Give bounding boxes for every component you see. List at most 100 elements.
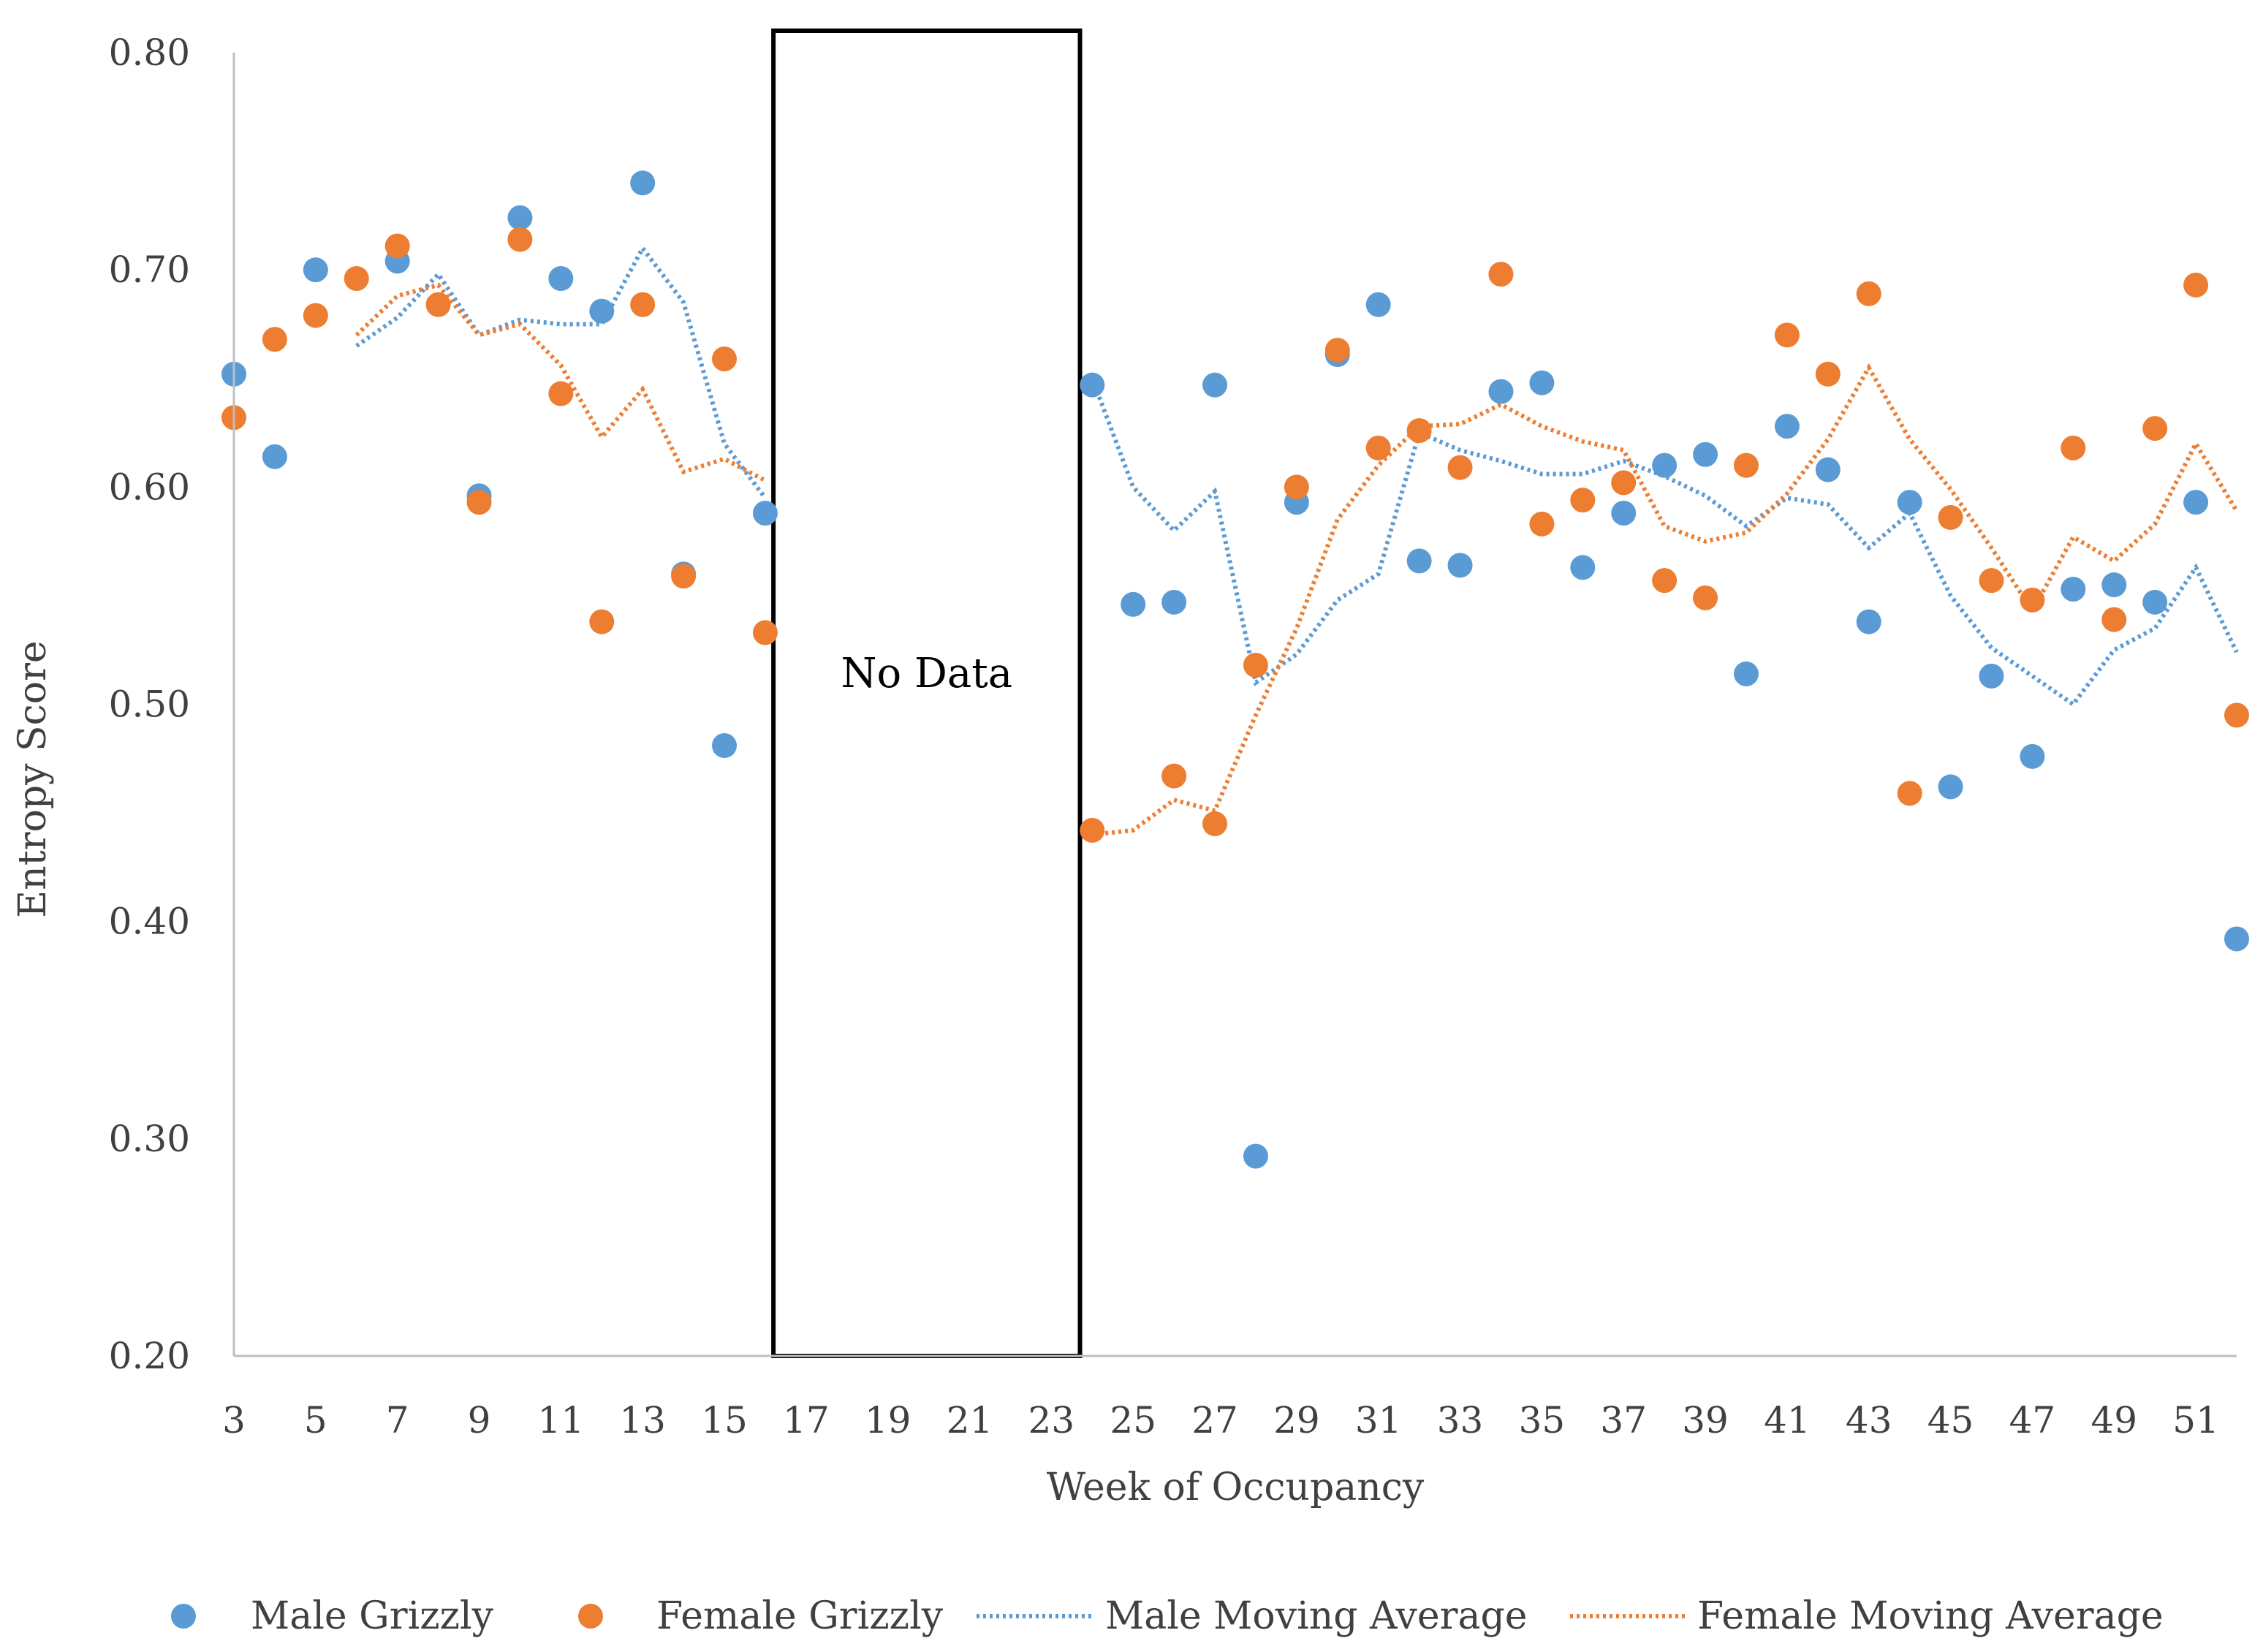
x-tick-label: 11 bbox=[538, 1399, 585, 1441]
x-tick-label: 17 bbox=[783, 1399, 830, 1441]
male-grizzly-point bbox=[2101, 572, 2127, 598]
female-grizzly-point bbox=[1611, 470, 1637, 496]
x-tick-label: 51 bbox=[2172, 1399, 2219, 1441]
legend-female-grizzly-label: Female Grizzly bbox=[656, 1594, 944, 1638]
female-grizzly-point bbox=[344, 266, 369, 292]
male-grizzly-point bbox=[1080, 372, 1105, 398]
male-grizzly-point bbox=[1693, 442, 1718, 467]
x-tick-label: 5 bbox=[304, 1399, 327, 1441]
female-grizzly-point bbox=[548, 381, 574, 406]
female-grizzly-point bbox=[1447, 455, 1473, 480]
female-grizzly-point bbox=[2020, 587, 2045, 613]
x-tick-label: 29 bbox=[1273, 1399, 1320, 1441]
female-grizzly-point bbox=[1693, 585, 1718, 610]
male-grizzly-point bbox=[548, 266, 574, 292]
female-grizzly-point bbox=[1815, 361, 1841, 387]
male-grizzly-point bbox=[1365, 292, 1391, 317]
female-grizzly-point bbox=[1774, 322, 1800, 348]
male-grizzly-point bbox=[1979, 663, 2004, 689]
x-axis-title: Week of Occupancy bbox=[1047, 1466, 1425, 1509]
male-grizzly-point bbox=[2061, 577, 2086, 602]
female-grizzly-point bbox=[1243, 653, 1268, 678]
x-tick-label: 49 bbox=[2090, 1399, 2137, 1441]
y-tick-label: 0.80 bbox=[109, 31, 190, 74]
female-grizzly-point bbox=[507, 227, 533, 252]
x-tick-label: 19 bbox=[865, 1399, 911, 1441]
y-tick-label: 0.40 bbox=[109, 901, 190, 943]
x-tick-label: 39 bbox=[1682, 1399, 1729, 1441]
female-moving-average-line bbox=[355, 282, 767, 483]
y-tick-label: 0.20 bbox=[109, 1335, 190, 1377]
legend-male-moving-average-label: Male Moving Average bbox=[1105, 1594, 1528, 1638]
moving-average-lines bbox=[355, 243, 2239, 837]
male-grizzly-point bbox=[262, 444, 287, 469]
no-data-region: No Data bbox=[771, 29, 1083, 1358]
legend-female-grizzly-marker bbox=[578, 1604, 603, 1629]
female-grizzly-point bbox=[1284, 474, 1309, 500]
female-grizzly-point bbox=[752, 620, 778, 645]
male-grizzly-point bbox=[2183, 490, 2209, 515]
legend-male-grizzly-label: Male Grizzly bbox=[251, 1594, 494, 1638]
female-grizzly-point bbox=[1733, 452, 1759, 478]
female-grizzly-point bbox=[1406, 418, 1432, 444]
x-tick-label: 31 bbox=[1355, 1399, 1402, 1441]
female-grizzly-point bbox=[2183, 272, 2209, 298]
male-grizzly-point bbox=[1652, 452, 1678, 478]
female-grizzly-point bbox=[671, 564, 697, 589]
male-grizzly-point bbox=[1897, 490, 1922, 515]
x-tick-label: 9 bbox=[468, 1399, 491, 1441]
female-grizzly-point bbox=[2224, 702, 2249, 728]
male-grizzly-point bbox=[589, 298, 615, 324]
legend-female-moving-average-label: Female Moving Average bbox=[1697, 1594, 2164, 1638]
female-grizzly-point bbox=[303, 303, 328, 328]
no-data-box bbox=[771, 29, 1083, 1358]
scatter-points bbox=[221, 170, 2249, 1169]
legend: Male Grizzly Female Grizzly Male Moving … bbox=[171, 1594, 2164, 1638]
female-grizzly-point bbox=[425, 292, 451, 317]
female-moving-average-line bbox=[1091, 363, 2239, 837]
y-tick-label: 0.30 bbox=[109, 1118, 190, 1160]
x-tick-label: 23 bbox=[1028, 1399, 1075, 1441]
x-tick-label: 7 bbox=[386, 1399, 409, 1441]
male-grizzly-point bbox=[752, 500, 778, 526]
x-tick-label: 21 bbox=[947, 1399, 993, 1441]
male-grizzly-point bbox=[2142, 589, 2168, 615]
male-moving-average-line bbox=[1090, 377, 2239, 708]
female-grizzly-point bbox=[1365, 435, 1391, 461]
female-grizzly-point bbox=[466, 490, 492, 515]
x-tick-label: 35 bbox=[1519, 1399, 1566, 1441]
male-grizzly-point bbox=[2224, 926, 2249, 952]
female-grizzly-point bbox=[1570, 488, 1596, 513]
male-grizzly-point bbox=[630, 170, 656, 196]
male-grizzly-point bbox=[1202, 372, 1228, 398]
legend-male-grizzly-marker bbox=[171, 1604, 196, 1629]
y-axis-title: Entropy Score bbox=[11, 640, 55, 917]
male-grizzly-point bbox=[2020, 743, 2045, 769]
male-grizzly-point bbox=[507, 205, 533, 230]
x-tick-label: 45 bbox=[1927, 1399, 1974, 1441]
male-grizzly-point bbox=[1611, 500, 1637, 526]
x-tick-label: 3 bbox=[222, 1399, 246, 1441]
female-grizzly-point bbox=[2061, 435, 2086, 461]
female-grizzly-point bbox=[262, 327, 287, 352]
male-grizzly-point bbox=[1406, 548, 1432, 574]
male-grizzly-point bbox=[303, 257, 328, 283]
female-grizzly-point bbox=[384, 233, 410, 259]
male-grizzly-point bbox=[1774, 414, 1800, 439]
female-grizzly-point bbox=[1161, 763, 1187, 789]
male-grizzly-point bbox=[1488, 379, 1514, 404]
x-tick-label: 47 bbox=[2009, 1399, 2056, 1441]
x-tick-label: 37 bbox=[1600, 1399, 1647, 1441]
female-grizzly-point bbox=[1529, 511, 1555, 537]
axes: 0.200.300.400.500.600.700.803 5 7 9 11 13 15 17… bbox=[109, 31, 2237, 1441]
y-tick-label: 0.50 bbox=[109, 683, 190, 726]
x-tick-label: 41 bbox=[1764, 1399, 1811, 1441]
female-grizzly-point bbox=[1652, 568, 1678, 594]
female-grizzly-point bbox=[589, 609, 615, 634]
x-tick-label: 43 bbox=[1846, 1399, 1892, 1441]
male-grizzly-point bbox=[1243, 1143, 1268, 1169]
male-grizzly-point bbox=[1447, 553, 1473, 578]
male-grizzly-point bbox=[1529, 370, 1555, 395]
no-data-label: No Data bbox=[841, 650, 1012, 697]
female-grizzly-point bbox=[1202, 811, 1228, 836]
